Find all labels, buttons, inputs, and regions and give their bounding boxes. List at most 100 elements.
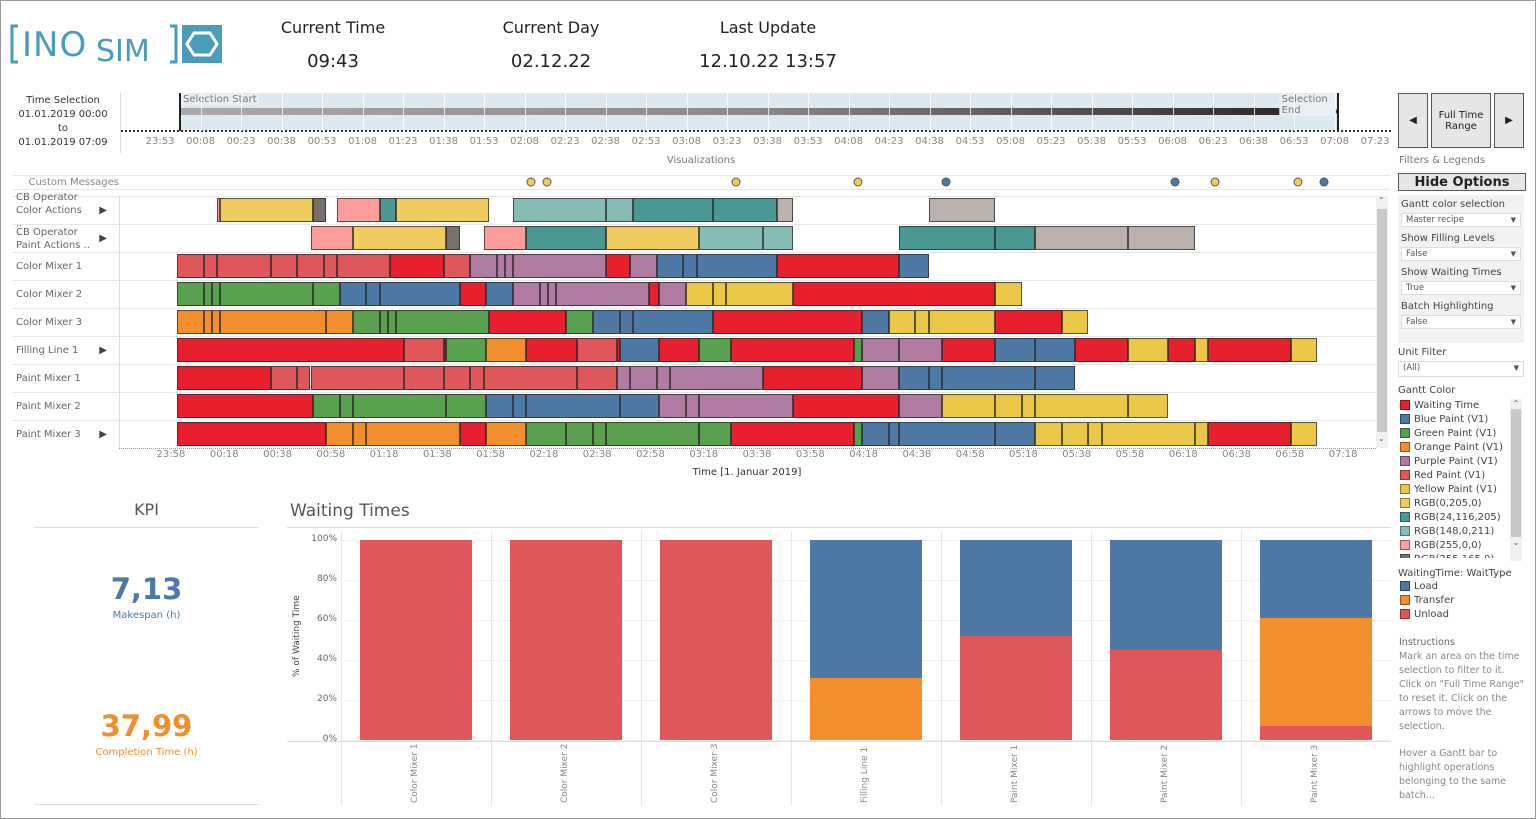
gantt-bar-redp[interactable] bbox=[310, 366, 404, 390]
gantt-bar-yellow[interactable] bbox=[686, 282, 713, 306]
bar-segment-unload[interactable] bbox=[510, 540, 622, 740]
gantt-bar-lgray[interactable] bbox=[1035, 226, 1129, 250]
gantt-bar-purple[interactable] bbox=[686, 394, 700, 418]
custom-message-marker[interactable] bbox=[853, 177, 863, 187]
gantt-bar-wait[interactable] bbox=[488, 310, 567, 334]
bar-segment-transfer[interactable] bbox=[810, 678, 922, 740]
legend-scrollbar[interactable]: ⌃ ⌄ bbox=[1510, 399, 1522, 561]
gantt-bar-green[interactable] bbox=[699, 422, 732, 446]
bar-segment-load[interactable] bbox=[810, 540, 922, 678]
gantt-bar-redp[interactable] bbox=[576, 338, 617, 362]
gantt-bar-orange[interactable] bbox=[353, 422, 367, 446]
gantt-bar-yellow[interactable] bbox=[1088, 422, 1102, 446]
gantt-bar-lteal[interactable] bbox=[606, 198, 633, 222]
gantt-bar-redp[interactable] bbox=[443, 254, 471, 278]
gantt-bar-redp[interactable] bbox=[297, 366, 311, 390]
gantt-bar-yellow[interactable] bbox=[915, 310, 929, 334]
gantt-bar-green[interactable] bbox=[339, 394, 354, 418]
gantt-bar-yellow[interactable] bbox=[1290, 422, 1318, 446]
gantt-bar-teal[interactable] bbox=[899, 226, 996, 250]
gantt-bar-green[interactable] bbox=[353, 310, 380, 334]
gantt-bar-yrgb[interactable] bbox=[219, 198, 314, 222]
bar-segment-unload[interactable] bbox=[660, 540, 772, 740]
scrollbar-thumb[interactable] bbox=[1511, 409, 1521, 537]
gantt-bar-lgray[interactable] bbox=[776, 198, 793, 222]
expand-arrow-icon[interactable]: ▶ bbox=[99, 345, 107, 356]
gantt-bar-green[interactable] bbox=[395, 310, 489, 334]
gantt-bar-green[interactable] bbox=[853, 422, 862, 446]
gantt-bar-wait[interactable] bbox=[648, 282, 660, 306]
gantt-bar-dgray[interactable] bbox=[446, 226, 460, 250]
gantt-bar-green[interactable] bbox=[446, 394, 487, 418]
gantt-bar-blue[interactable] bbox=[928, 366, 942, 390]
gantt-row-label[interactable]: Paint Mixer 3 ▶ bbox=[12, 420, 119, 448]
gantt-bar-green[interactable] bbox=[566, 310, 593, 334]
gantt-row-label[interactable]: Paint Mixer 1 bbox=[12, 364, 119, 392]
gantt-bar-wait[interactable] bbox=[616, 338, 620, 362]
gantt-bar-redp[interactable] bbox=[483, 366, 577, 390]
gantt-bar-orange[interactable] bbox=[366, 422, 460, 446]
gantt-bar-yellow[interactable] bbox=[928, 310, 996, 334]
gantt-bar-blue[interactable] bbox=[1035, 338, 1076, 362]
gantt-bar-blue[interactable] bbox=[632, 310, 713, 334]
gantt-bar-pink[interactable] bbox=[310, 226, 354, 250]
gantt-bar-wait[interactable] bbox=[1208, 338, 1291, 362]
gantt-bar-wait[interactable] bbox=[459, 282, 487, 306]
gantt-bar-green[interactable] bbox=[526, 422, 567, 446]
gantt-row-label[interactable]: Color Mixer 2 bbox=[12, 280, 119, 308]
gantt-bar-green[interactable] bbox=[446, 338, 487, 362]
gantt-bar-purple[interactable] bbox=[630, 254, 657, 278]
gantt-bar-yellow[interactable] bbox=[712, 282, 727, 306]
gantt-bar-purple[interactable] bbox=[470, 254, 497, 278]
gantt-bar-orange[interactable] bbox=[177, 310, 204, 334]
gantt-bar-teal[interactable] bbox=[526, 226, 607, 250]
gantt-bar-purple[interactable] bbox=[512, 282, 540, 306]
gantt-bar-wait[interactable] bbox=[731, 422, 854, 446]
scrollbar-thumb[interactable] bbox=[1377, 209, 1387, 432]
expand-arrow-icon[interactable]: ▶ bbox=[99, 205, 107, 216]
gantt-bar-yellow[interactable] bbox=[1035, 422, 1062, 446]
legend-item[interactable]: Orange Paint (V1) bbox=[1400, 440, 1524, 454]
legend-item[interactable]: Transfer bbox=[1400, 593, 1528, 607]
legend-item[interactable]: RGB(148,0,211) bbox=[1400, 524, 1524, 538]
gantt-bar-wait[interactable] bbox=[459, 422, 487, 446]
gantt-bar-blue[interactable] bbox=[526, 394, 620, 418]
gantt-bar-teal[interactable] bbox=[712, 198, 777, 222]
gantt-bar-wait[interactable] bbox=[1208, 422, 1291, 446]
scroll-down-icon[interactable]: ⌄ bbox=[1378, 434, 1385, 443]
gantt-bar-yellow[interactable] bbox=[1128, 338, 1169, 362]
selection-range-bar[interactable] bbox=[179, 108, 1338, 115]
gantt-bar-orange[interactable] bbox=[326, 422, 354, 446]
parameter-select[interactable]: True ▼ bbox=[1401, 281, 1521, 295]
gantt-bar-yellow[interactable] bbox=[1128, 394, 1169, 418]
legend-item[interactable]: RGB(0,205,0) bbox=[1400, 496, 1524, 510]
gantt-bar-teal[interactable] bbox=[632, 198, 713, 222]
gantt-bar-green[interactable] bbox=[379, 310, 388, 334]
gantt-bar-green[interactable] bbox=[177, 282, 204, 306]
gantt-bar-yrgb[interactable] bbox=[606, 226, 700, 250]
gantt-bar-purple[interactable] bbox=[899, 338, 942, 362]
gantt-bar-purple[interactable] bbox=[616, 366, 631, 390]
gantt-bar-yrgb[interactable] bbox=[395, 198, 489, 222]
gantt-bar-lgray[interactable] bbox=[1128, 226, 1195, 250]
gantt-bar-yellow[interactable] bbox=[888, 310, 916, 334]
gantt-bar-yellow[interactable] bbox=[1290, 338, 1318, 362]
gantt-bar-yrgb[interactable] bbox=[353, 226, 447, 250]
gantt-bar-wait[interactable] bbox=[712, 310, 862, 334]
legend-item[interactable]: Load bbox=[1400, 579, 1528, 593]
custom-message-marker[interactable] bbox=[542, 177, 552, 187]
gantt-bar-purple[interactable] bbox=[659, 282, 687, 306]
gantt-bar-blue[interactable] bbox=[379, 282, 460, 306]
gantt-bar-redp[interactable] bbox=[443, 366, 471, 390]
legend-item[interactable]: RGB(255,0,0) bbox=[1400, 538, 1524, 552]
gantt-bar-purple[interactable] bbox=[547, 282, 556, 306]
scroll-up-icon[interactable]: ⌃ bbox=[1512, 399, 1520, 408]
gantt-bar-purple[interactable] bbox=[656, 366, 671, 390]
gantt-bar-blue[interactable] bbox=[861, 422, 889, 446]
expand-arrow-icon[interactable]: ▶ bbox=[99, 429, 107, 440]
gantt-bar-blue[interactable] bbox=[619, 338, 660, 362]
bar-segment-unload[interactable] bbox=[960, 636, 1072, 740]
gantt-bar-yellow[interactable] bbox=[1194, 422, 1209, 446]
selection-end-handle[interactable] bbox=[1337, 93, 1340, 131]
scroll-up-icon[interactable]: ⌃ bbox=[1378, 196, 1385, 205]
